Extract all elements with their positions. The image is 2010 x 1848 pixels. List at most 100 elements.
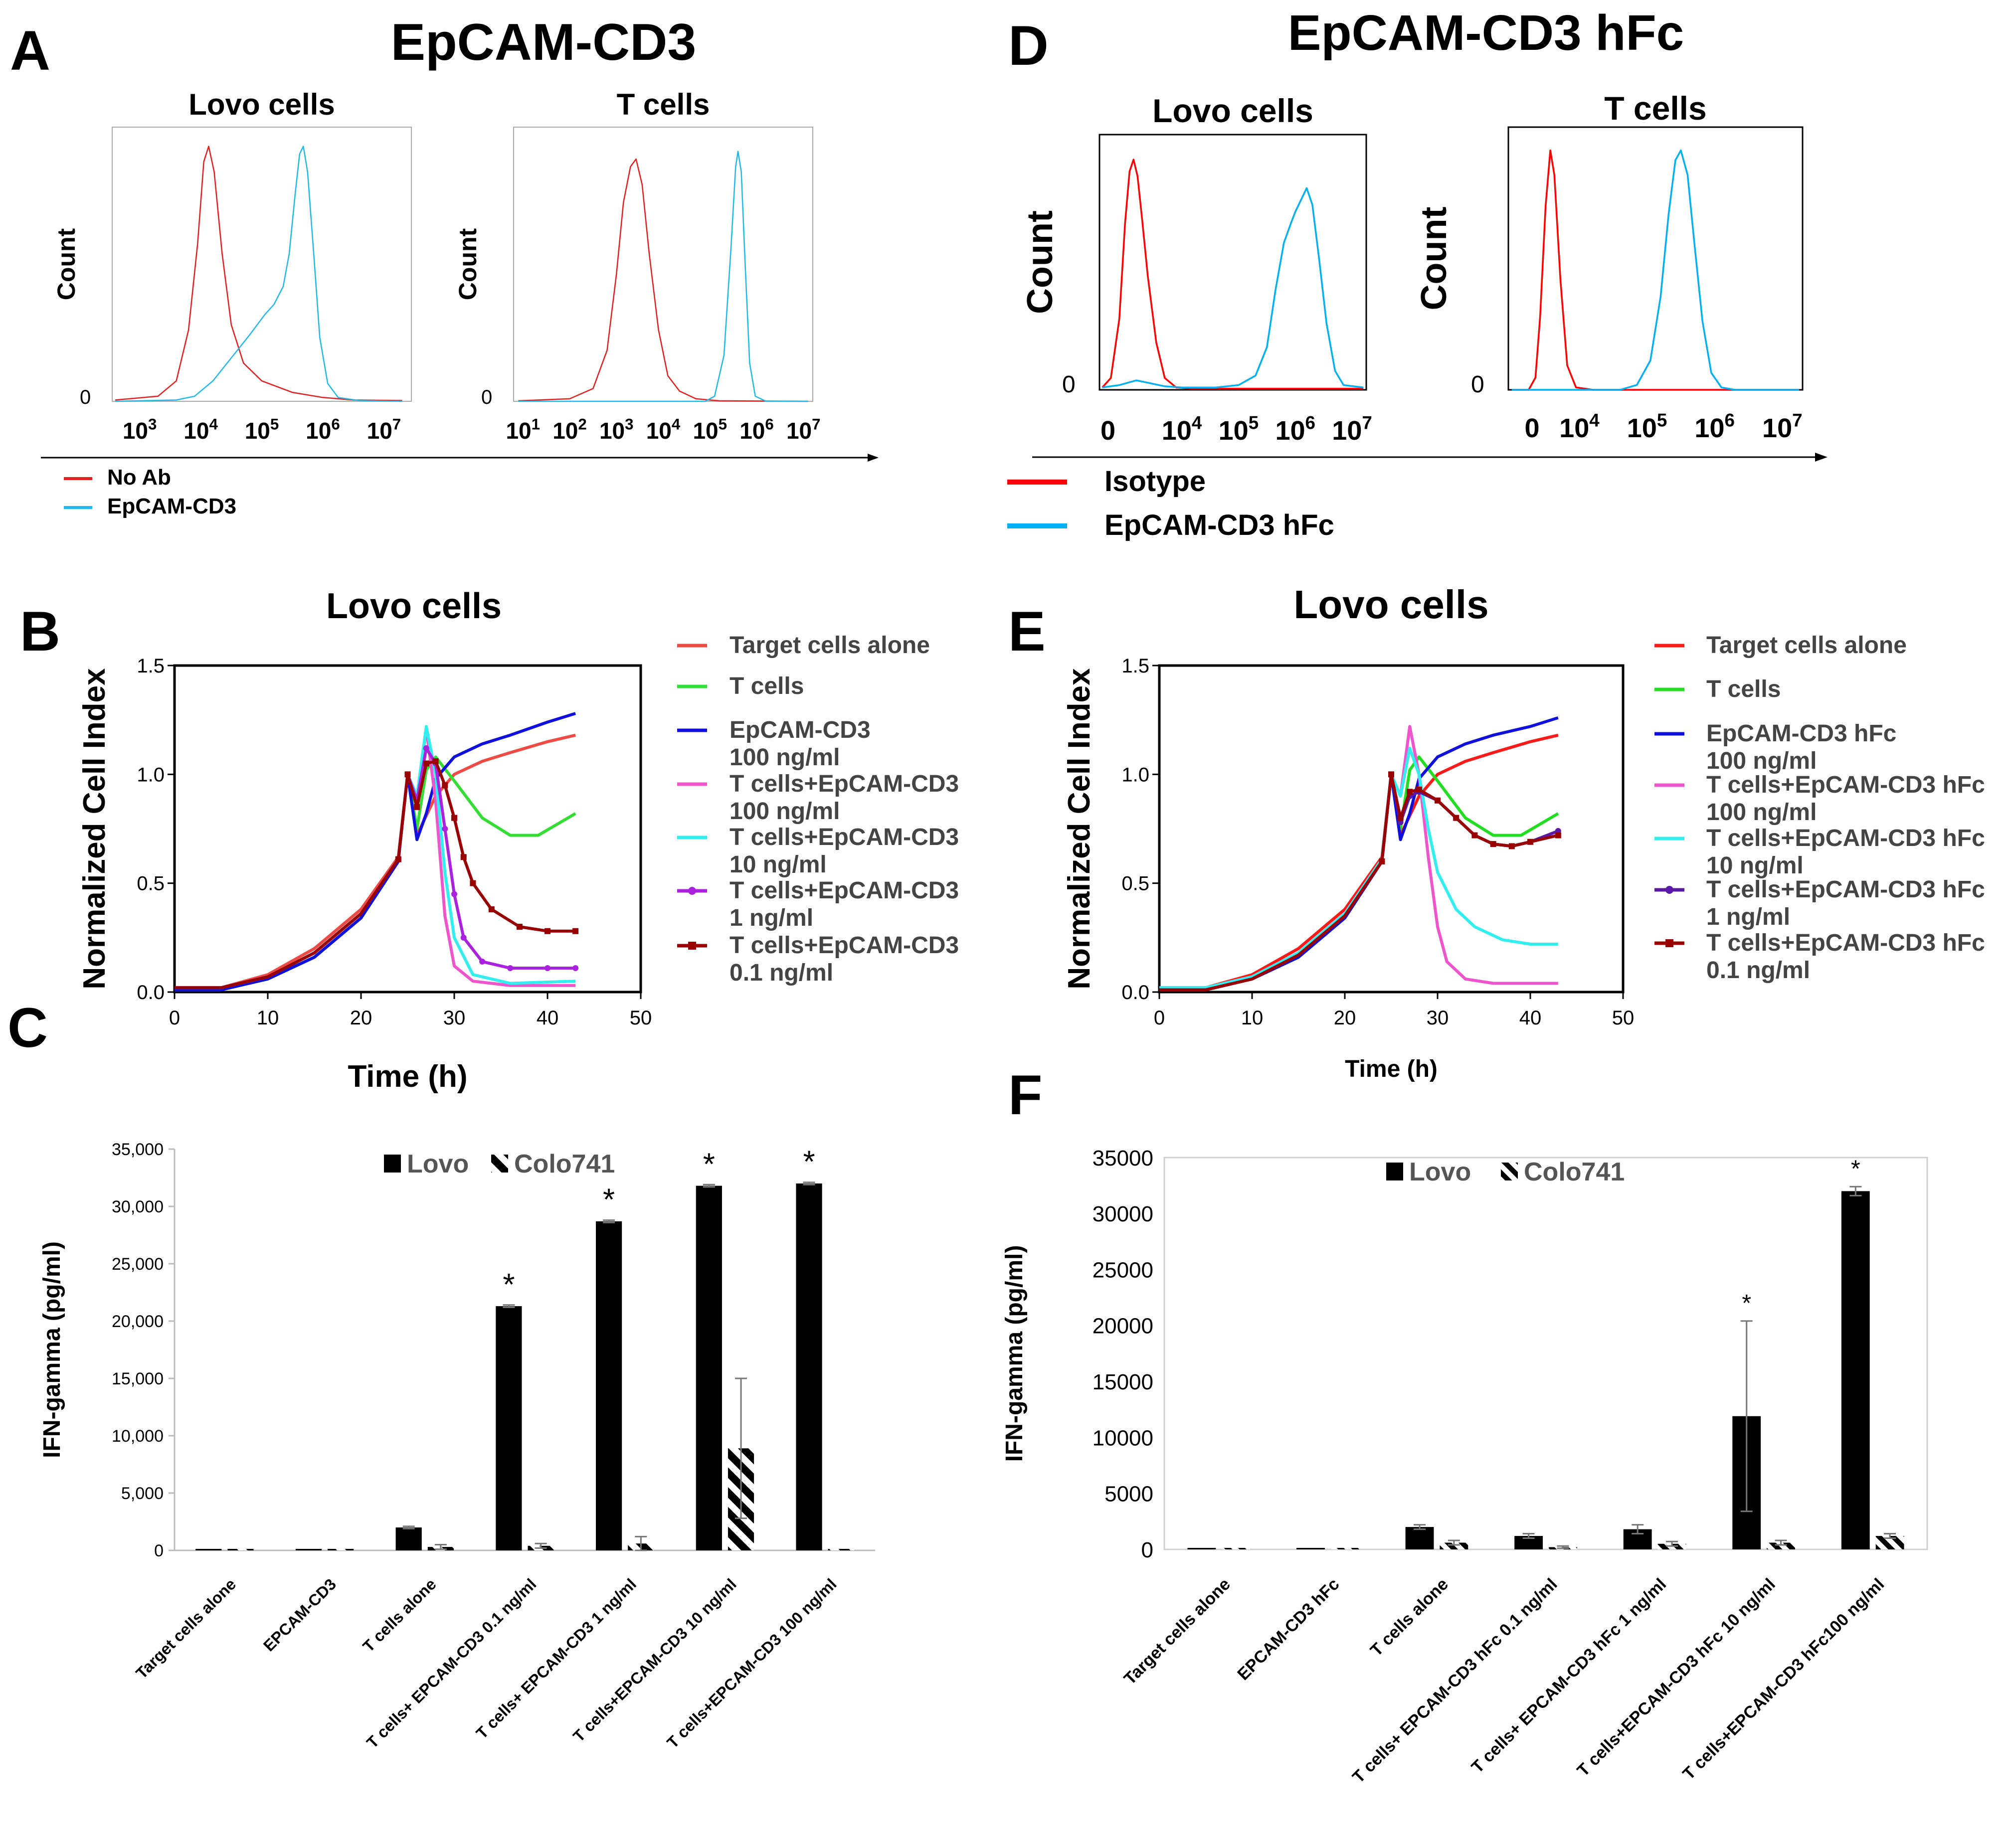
histogram-curve: [115, 146, 402, 401]
series-marker: [1508, 843, 1515, 849]
panel-a: A EpCAM-CD3 Lovo cells Count 0 103 104 105 106…: [10, 13, 879, 518]
legend-label: T cells: [730, 673, 804, 699]
series-marker: [470, 880, 476, 886]
legend-label: EpCAM-CD3 hFc 100 ng/ml: [1706, 720, 1896, 774]
x-tick-label: 106: [1275, 412, 1315, 446]
x-tick-label: 101: [506, 416, 540, 444]
legend-swatch-lovo: [384, 1155, 401, 1173]
y-tick-label: 35,000: [112, 1140, 164, 1159]
panel-c-letter: C: [7, 997, 48, 1059]
y-tick-label: 5,000: [121, 1484, 164, 1503]
series-marker: [1407, 789, 1413, 795]
bar-chart-f: 0 5000 10000 15000 20000 25000 30000 35000 IFN-g…: [1001, 1146, 1928, 1787]
category-label: T cells alone: [359, 1575, 439, 1655]
line-chart-e: Lovo cells Normalized Cell Index Time (h) 0…: [1062, 582, 1985, 1082]
plot-frame: [173, 664, 642, 994]
y-tick-label: 20000: [1093, 1314, 1153, 1339]
bar-lovo: [1296, 1548, 1325, 1549]
category-label: T cells+EPCAM-CD3 10 ng/ml: [569, 1575, 740, 1745]
series-marker: [423, 745, 429, 751]
line-chart-b: Lovo cells Normalized Cell Index Time (h) 0…: [77, 586, 959, 1094]
series-marker: [414, 804, 420, 810]
panel-b-letter: B: [20, 600, 60, 663]
histogram-title: T cells: [1604, 90, 1706, 127]
x-tick-label: 105: [1627, 410, 1667, 443]
significance-star: *: [803, 1145, 815, 1179]
series-marker: [1453, 815, 1460, 821]
y-tick-label: 0.5: [137, 873, 165, 895]
category-label: Target cells alone: [132, 1575, 239, 1682]
x-tick-label: 107: [367, 416, 401, 444]
significance-star: *: [703, 1147, 715, 1181]
plot-frame: [513, 127, 813, 402]
series-marker: [442, 782, 448, 789]
y-tick-label: 0: [154, 1541, 164, 1560]
series-line: [1159, 733, 1559, 990]
y-zero-label: 0: [1471, 371, 1484, 398]
x-tick-label: 105: [245, 416, 279, 444]
legend-a-label-1: EpCAM-CD3: [107, 494, 236, 518]
x-tick-label: 102: [552, 416, 587, 444]
series-marker: [516, 924, 523, 930]
bar-lovo: [596, 1221, 622, 1550]
category-label: EPCAM-CD3: [260, 1575, 340, 1655]
series-marker: [460, 854, 467, 860]
series-marker: [545, 965, 550, 971]
legend-marker: [1665, 886, 1673, 894]
series-marker: [451, 815, 457, 821]
x-tick-label: 0: [1154, 1007, 1165, 1029]
x-tick-label: 30: [1427, 1007, 1449, 1029]
x-tick-label: 20: [1334, 1007, 1356, 1029]
series-marker: [442, 826, 448, 832]
histogram-title: T cells: [617, 88, 710, 121]
y-tick-label: 25,000: [112, 1255, 164, 1274]
panel-d-title: EpCAM-CD3 hFc: [1288, 5, 1684, 61]
legend-a-label-0: No Ab: [107, 465, 171, 490]
x-tick-label: 103: [123, 416, 157, 444]
series-line: [1159, 725, 1558, 990]
x-tick-label: 0: [1524, 413, 1539, 443]
y-axis-label: Count: [52, 228, 80, 300]
legend-swatch-lovo: [1386, 1163, 1403, 1180]
y-tick-label: 1.5: [137, 655, 165, 677]
x-tick-label: 10: [257, 1007, 279, 1029]
category-label: T cells+ EPCAM-CD3 1 ng/ml: [473, 1575, 640, 1742]
legend-swatch-colo741: [491, 1155, 508, 1173]
histogram-curve: [1511, 149, 1800, 391]
y-tick-label: 30000: [1093, 1202, 1153, 1226]
series-marker: [1397, 815, 1404, 821]
panel-f-letter: F: [1008, 1064, 1042, 1126]
x-tick-label: 107: [786, 416, 821, 444]
x-tick-label: 40: [1519, 1007, 1542, 1029]
legend-label: T cells: [1706, 676, 1781, 702]
y-tick-label: 15000: [1093, 1370, 1153, 1394]
x-tick-label: 20: [350, 1007, 372, 1029]
y-axis-label: Normalized Cell Index: [77, 668, 112, 990]
significance-star: *: [1742, 1290, 1751, 1317]
category-label: T cells+EPCAM-CD3 hFc100 ng/ml: [1679, 1575, 1888, 1784]
y-tick-label: 1.5: [1121, 655, 1149, 677]
histogram-curve: [1511, 149, 1800, 391]
legend-label: T cells+EpCAM-CD3 hFc 100 ng/ml: [1706, 772, 1985, 826]
series-marker: [1527, 839, 1533, 845]
series-marker: [1490, 841, 1496, 847]
x-tick-label: 50: [630, 1007, 652, 1029]
y-tick-label: 15,000: [112, 1369, 164, 1388]
y-tick-label: 1.0: [137, 764, 165, 786]
y-tick-label: 10000: [1093, 1426, 1153, 1450]
bar-lovo: [496, 1306, 522, 1550]
bar-lovo: [696, 1185, 722, 1550]
bar-lovo: [395, 1527, 422, 1550]
bar-lovo: [1841, 1191, 1870, 1549]
x-tick-label: 106: [739, 416, 774, 444]
y-tick-label: 0.5: [1121, 873, 1149, 895]
y-tick-label: 1.0: [1121, 764, 1149, 786]
x-tick-label: 50: [1612, 1007, 1635, 1029]
bar-colo741: [1222, 1548, 1251, 1549]
panel-e-letter: E: [1008, 600, 1046, 663]
x-tick-label: 107: [1332, 412, 1372, 446]
series-marker: [488, 906, 495, 913]
legend-label-lovo: Lovo: [1409, 1158, 1471, 1186]
legend-marker: [1665, 939, 1673, 947]
legend-label: T cells+EpCAM-CD3 hFc 1 ng/ml: [1706, 876, 1985, 930]
